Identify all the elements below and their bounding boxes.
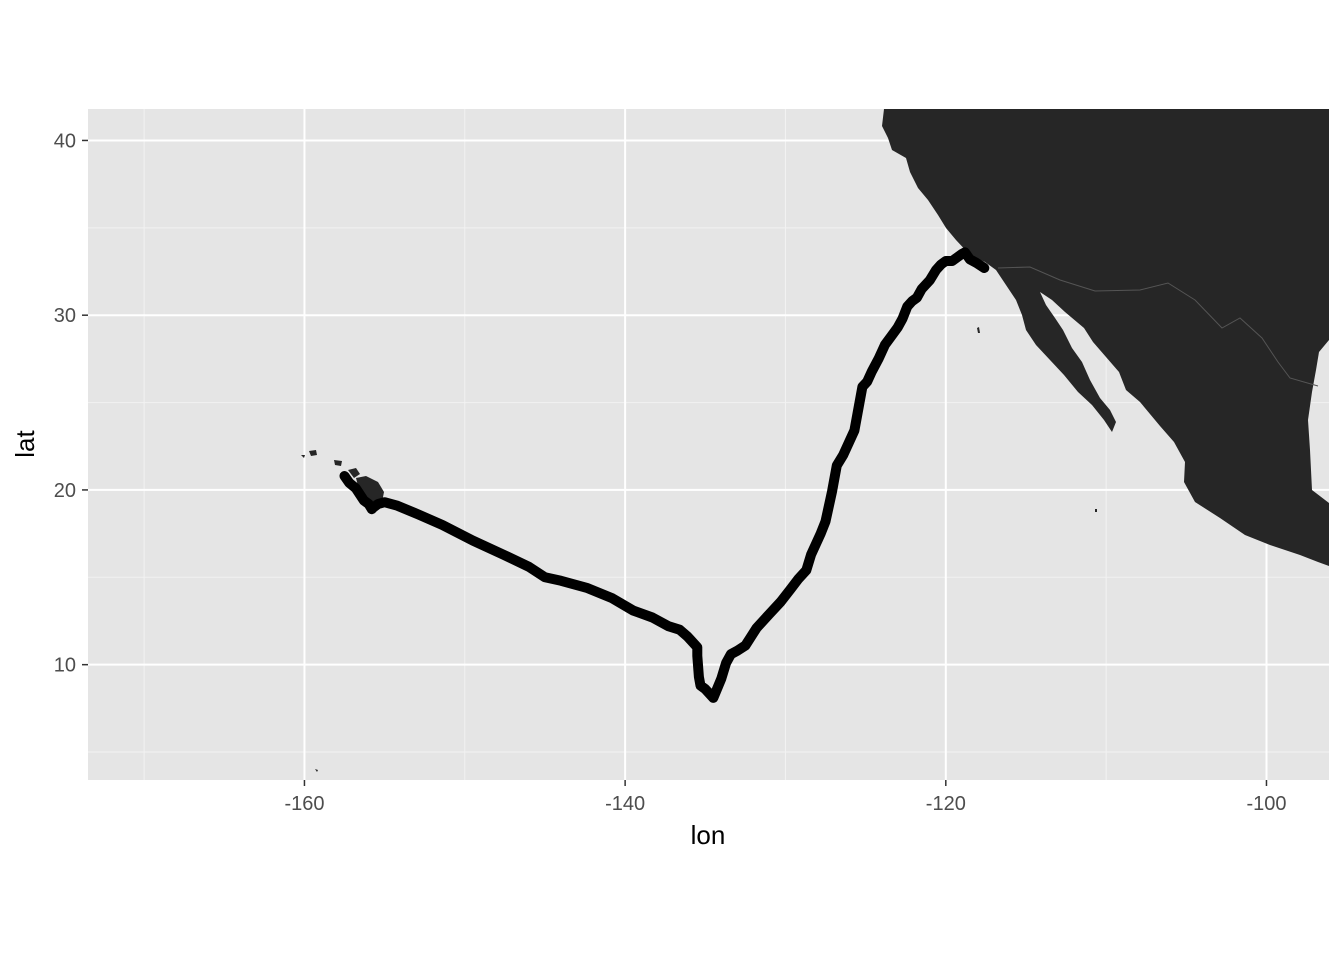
x-axis-title: lon bbox=[691, 820, 726, 850]
x-tick-label-3: -100 bbox=[1246, 793, 1286, 815]
y-axis: 10 20 30 40 bbox=[54, 130, 88, 677]
y-tick-label-0: 10 bbox=[54, 655, 76, 677]
revillagigedo-islet bbox=[1095, 509, 1097, 512]
small-islet-south bbox=[315, 769, 318, 772]
us-mexico-border bbox=[997, 266, 1319, 387]
hawaii-kauai bbox=[309, 450, 317, 456]
hawaii-niihau bbox=[301, 455, 305, 458]
x-tick-label-2: -120 bbox=[926, 793, 966, 815]
y-tick-label-1: 20 bbox=[54, 480, 76, 502]
y-tick-label-2: 30 bbox=[54, 305, 76, 327]
hawaii-oahu bbox=[334, 460, 342, 466]
x-axis: -160 -140 -120 -100 bbox=[284, 780, 1286, 815]
north-america-landmass bbox=[882, 109, 1329, 566]
hawaii-maui bbox=[348, 468, 360, 478]
guadalupe-islet bbox=[977, 327, 980, 333]
land-masses bbox=[301, 109, 1329, 772]
y-tick-label-3: 40 bbox=[54, 130, 76, 152]
vessel-track-line bbox=[339, 247, 990, 703]
y-axis-title: lat bbox=[10, 429, 40, 457]
x-tick-label-1: -140 bbox=[605, 793, 645, 815]
x-tick-label-0: -160 bbox=[284, 793, 324, 815]
major-gridlines bbox=[88, 109, 1329, 780]
